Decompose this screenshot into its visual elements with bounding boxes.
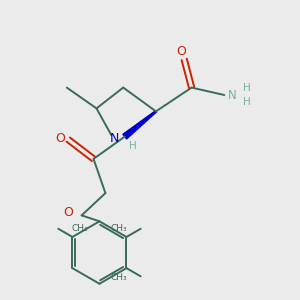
- Text: N: N: [228, 88, 237, 101]
- Text: CH₃: CH₃: [72, 224, 88, 233]
- Text: O: O: [63, 206, 73, 219]
- Text: N: N: [110, 132, 119, 145]
- Text: H: H: [243, 83, 250, 94]
- Text: CH₃: CH₃: [111, 224, 127, 233]
- Polygon shape: [123, 111, 156, 139]
- Text: O: O: [55, 132, 65, 145]
- Text: H: H: [129, 141, 137, 151]
- Text: CH₃: CH₃: [111, 273, 127, 282]
- Text: H: H: [243, 97, 250, 106]
- Text: O: O: [176, 44, 186, 58]
